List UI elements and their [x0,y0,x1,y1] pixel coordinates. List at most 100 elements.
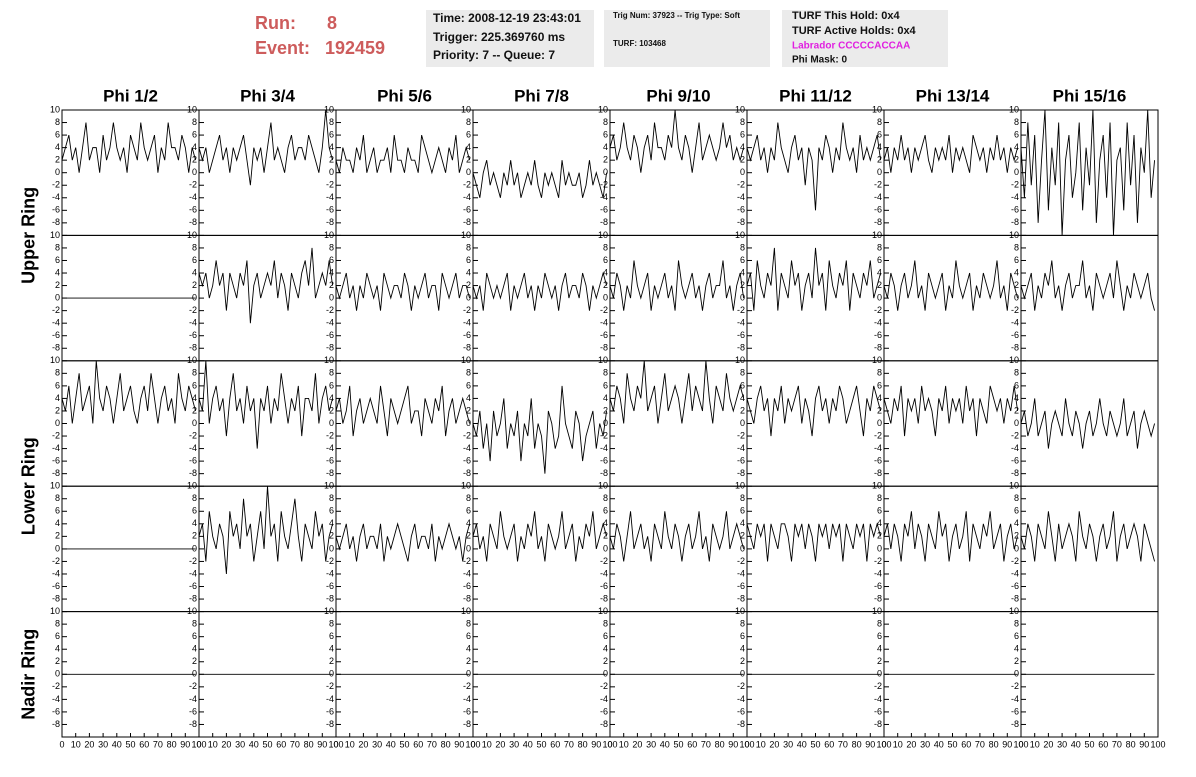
y-tick-label: 2 [603,531,608,541]
waveform [609,109,745,173]
y-tick-label: 10 [324,481,334,491]
y-tick-label: -4 [737,568,745,578]
y-tick-label: 4 [55,142,60,152]
y-tick-label: 6 [603,506,608,516]
waveform [1020,109,1156,236]
y-tick-label: 2 [877,656,882,666]
y-tick-label: -6 [1011,706,1019,716]
y-tick-label: -8 [326,468,334,478]
y-tick-label: -8 [1011,719,1019,729]
info-box [426,10,594,67]
y-tick-label: -4 [189,318,197,328]
row-group-label: Lower Ring [19,437,39,535]
y-tick-label: -6 [874,706,882,716]
y-tick-label: 4 [466,142,471,152]
y-tick-label: 8 [1014,619,1019,629]
y-tick-label: -8 [600,468,608,478]
y-tick-label: 8 [877,117,882,127]
x-tick-label: 10 [756,739,766,749]
y-tick-label: 4 [1014,142,1019,152]
y-tick-label: -4 [874,192,882,202]
y-tick-label: 4 [192,267,197,277]
y-tick-label: 0 [466,669,471,679]
y-tick-label: -8 [463,343,471,353]
y-tick-label: -2 [1011,556,1019,566]
y-tick-label: -6 [326,581,334,591]
x-tick-label: 100 [191,739,206,749]
y-tick-label: 2 [1014,280,1019,290]
y-tick-label: -6 [600,455,608,465]
y-tick-label: 6 [192,129,197,139]
y-tick-label: 8 [603,242,608,252]
y-tick-label: -8 [1011,217,1019,227]
y-tick-label: 4 [740,142,745,152]
y-tick-label: 2 [466,155,471,165]
y-tick-label: 6 [877,506,882,516]
y-tick-label: 8 [740,242,745,252]
y-tick-label: 10 [187,355,197,365]
y-tick-label: -6 [1011,205,1019,215]
y-tick-label: 0 [55,418,60,428]
y-tick-label: 0 [55,292,60,302]
y-tick-label: -8 [874,217,882,227]
y-tick-label: 2 [877,280,882,290]
y-tick-label: -4 [737,443,745,453]
y-tick-label: 10 [872,230,882,240]
y-tick-label: 6 [740,255,745,265]
waveform [335,522,471,562]
y-tick-label: -4 [326,192,334,202]
y-tick-label: 10 [187,104,197,114]
y-tick-label: -8 [1011,468,1019,478]
y-tick-label: 0 [877,543,882,553]
y-tick-label: -6 [874,581,882,591]
y-tick-label: -8 [874,719,882,729]
y-tick-label: 0 [1014,292,1019,302]
y-tick-label: 0 [329,292,334,302]
panel-frame [609,360,748,487]
y-tick-label: 4 [603,518,608,528]
panel-frame [883,485,1022,613]
y-tick-label: 6 [603,255,608,265]
y-tick-label: 0 [603,543,608,553]
y-tick-label: 0 [55,669,60,679]
y-tick-label: 10 [461,606,471,616]
y-tick-label: -2 [326,556,334,566]
x-tick-label: 60 [687,739,697,749]
y-tick-label: 6 [1014,129,1019,139]
y-tick-label: 8 [55,619,60,629]
y-tick-label: -6 [326,706,334,716]
y-tick-label: -4 [874,318,882,328]
y-tick-label: -2 [189,305,197,315]
y-tick-label: 8 [740,619,745,629]
y-tick-label: 0 [1014,543,1019,553]
y-tick-label: 4 [466,518,471,528]
x-tick-label: 70 [290,739,300,749]
x-tick-label: 60 [824,739,834,749]
y-tick-label: -6 [1011,455,1019,465]
y-tick-label: 4 [603,267,608,277]
y-tick-label: -2 [600,430,608,440]
panel-frame [61,109,200,236]
y-tick-label: 0 [55,167,60,177]
x-tick-label: 40 [386,739,396,749]
y-tick-label: -6 [737,330,745,340]
y-tick-label: -8 [52,719,60,729]
y-tick-label: 8 [877,368,882,378]
x-tick-label: 0 [607,739,612,749]
y-tick-label: 2 [877,155,882,165]
y-tick-label: 10 [1009,481,1019,491]
panel-frame [609,485,748,613]
info-turf: TURF: 103468 [613,39,666,48]
waveform [472,385,608,474]
y-tick-label: -2 [463,430,471,440]
y-tick-label: 10 [735,481,745,491]
x-tick-label: 90 [180,739,190,749]
x-tick-label: 60 [413,739,423,749]
y-tick-label: 0 [466,543,471,553]
y-tick-label: -8 [326,593,334,603]
y-tick-label: 10 [735,355,745,365]
y-tick-label: 4 [740,393,745,403]
y-tick-label: 2 [603,155,608,165]
y-tick-label: 4 [55,393,60,403]
y-tick-label: -4 [189,443,197,453]
